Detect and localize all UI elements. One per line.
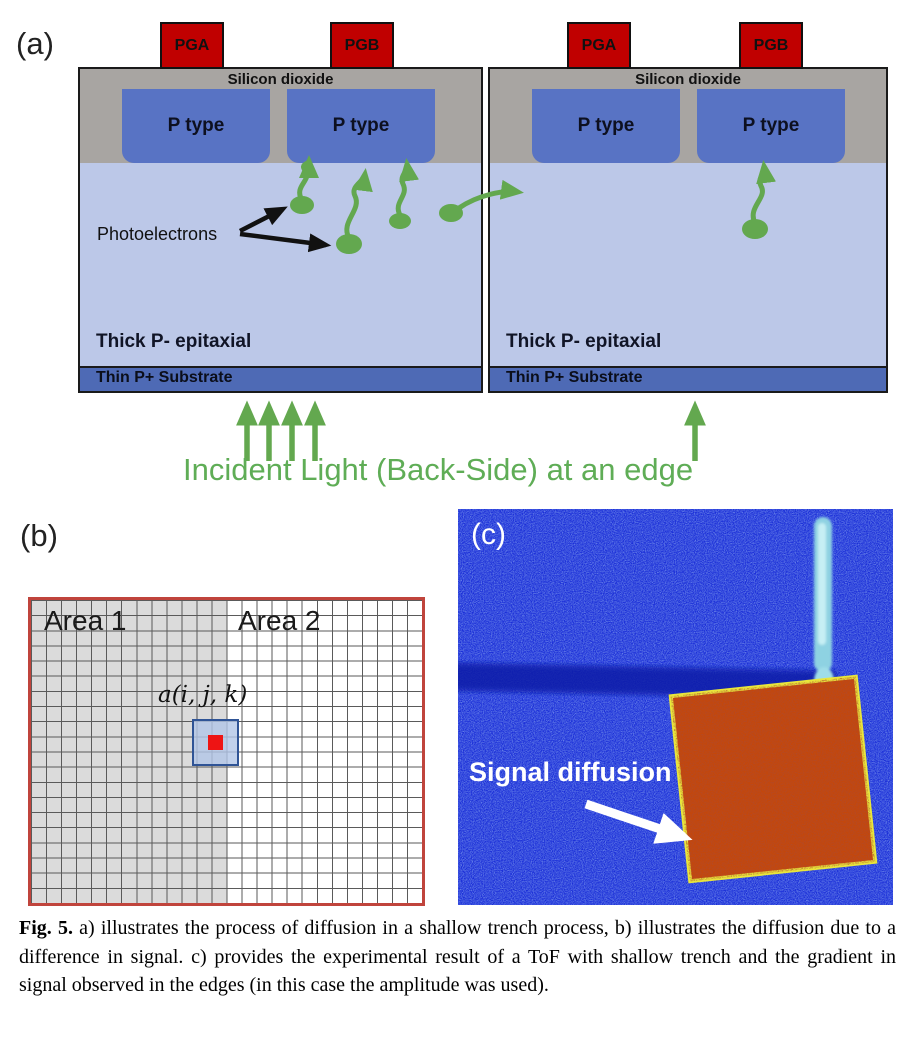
gate-pgb: PGB xyxy=(330,22,394,69)
p-type-label: P type xyxy=(742,115,800,136)
panel-a-arrows xyxy=(236,155,777,461)
pixel-cross-section-left: Silicon dioxide P type P type Thick P- e… xyxy=(78,67,483,393)
panel-a-label: (a) xyxy=(16,26,54,61)
p-type-well: P type xyxy=(287,89,435,163)
heatmap-graphic xyxy=(458,509,893,905)
cell-index-label: a(i, j, k) xyxy=(158,682,248,708)
epitaxial-label: Thick P- epitaxial xyxy=(506,331,662,352)
photoelectron-pointer-arrows xyxy=(238,206,332,253)
oxide-layer: Silicon dioxide P type P type xyxy=(80,69,481,163)
photoelectron-dot xyxy=(336,234,362,254)
photoelectron-dot xyxy=(389,213,411,229)
caption-text: a) illustrates the process of diffusion … xyxy=(19,917,897,997)
epitaxial-label: Thick P- epitaxial xyxy=(96,331,252,352)
pixel-grid xyxy=(28,597,425,906)
signal-diffusion-label: Signal diffusion xyxy=(469,757,672,787)
incident-light-arrows xyxy=(236,400,706,461)
tof-heatmap-image: (c) Signal diffusion xyxy=(458,509,893,905)
photoelectron-dot xyxy=(439,204,463,222)
p-type-label: P type xyxy=(577,115,635,136)
photoelectrons-label: Photoelectrons xyxy=(97,224,218,244)
signal-diffusion-arrow xyxy=(584,799,693,844)
oxide-label: Silicon dioxide xyxy=(635,71,741,88)
p-type-well: P type xyxy=(122,89,270,163)
p-type-label: P type xyxy=(332,115,390,136)
panel-c-label: (c) xyxy=(471,518,506,551)
caption-number: Fig. 5. xyxy=(19,917,73,939)
kernel-highlight-block xyxy=(192,719,239,766)
gate-pga: PGA xyxy=(567,22,631,69)
incident-light-label: Incident Light (Back-Side) at an edge xyxy=(183,452,694,487)
oxide-layer: Silicon dioxide P type P type xyxy=(490,69,886,163)
photoelectron-paths xyxy=(290,155,777,254)
oxide-label: Silicon dioxide xyxy=(227,71,334,88)
substrate-layer: Thin P+ Substrate xyxy=(490,366,886,391)
p-type-well: P type xyxy=(532,89,680,163)
p-type-label: P type xyxy=(167,115,225,136)
substrate-layer: Thin P+ Substrate xyxy=(80,366,481,391)
area-1-label: Area 1 xyxy=(44,605,127,636)
photoelectron-dot xyxy=(742,219,768,239)
panel-b-label: (b) xyxy=(20,518,58,553)
epitaxial-layer xyxy=(80,163,481,368)
gate-pgb: PGB xyxy=(739,22,803,69)
figure-caption: Fig. 5. a) illustrates the process of di… xyxy=(19,914,896,1000)
center-cell xyxy=(208,735,223,750)
p-type-well: P type xyxy=(697,89,845,163)
photoelectron-dot xyxy=(290,196,314,214)
pixel-cross-section-right: Silicon dioxide P type P type Thick P- e… xyxy=(488,67,888,393)
area-2-label: Area 2 xyxy=(238,605,321,636)
substrate-label: Thin P+ Substrate xyxy=(96,369,233,386)
signal-square xyxy=(668,674,878,884)
gate-pga: PGA xyxy=(160,22,224,69)
epitaxial-layer xyxy=(490,163,886,368)
substrate-label: Thin P+ Substrate xyxy=(506,369,643,386)
